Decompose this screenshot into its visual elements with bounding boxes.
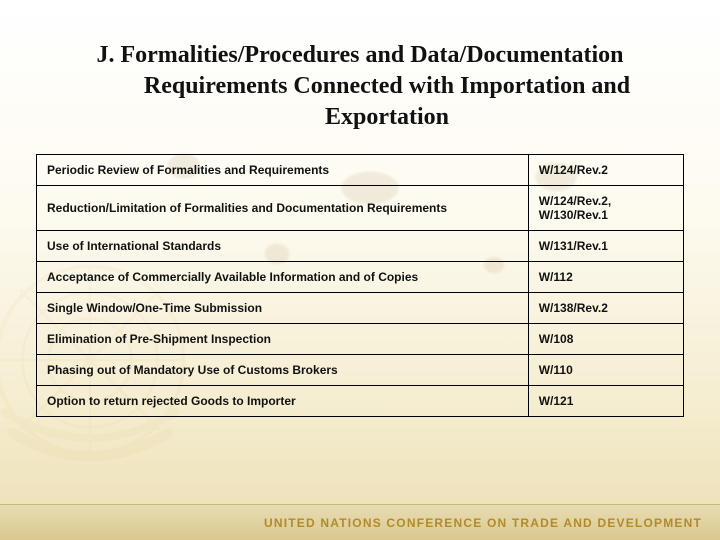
table-row: Use of International Standards W/131/Rev… (37, 230, 684, 261)
table-row: Phasing out of Mandatory Use of Customs … (37, 354, 684, 385)
cell-ref: W/108 (528, 323, 683, 354)
table-row: Reduction/Limitation of Formalities and … (37, 185, 684, 230)
footer-text: UNITED NATIONS CONFERENCE ON TRADE AND D… (264, 516, 702, 530)
cell-desc: Elimination of Pre-Shipment Inspection (37, 323, 529, 354)
cell-desc: Periodic Review of Formalities and Requi… (37, 154, 529, 185)
cell-ref: W/131/Rev.1 (528, 230, 683, 261)
table-row: Elimination of Pre-Shipment Inspection W… (37, 323, 684, 354)
cell-ref: W/124/Rev.2, W/130/Rev.1 (528, 185, 683, 230)
cell-ref: W/124/Rev.2 (528, 154, 683, 185)
table-row: Single Window/One-Time Submission W/138/… (37, 292, 684, 323)
footer-bar: UNITED NATIONS CONFERENCE ON TRADE AND D… (0, 504, 720, 540)
cell-ref: W/138/Rev.2 (528, 292, 683, 323)
cell-ref: W/121 (528, 385, 683, 416)
cell-ref: W/112 (528, 261, 683, 292)
cell-desc: Use of International Standards (37, 230, 529, 261)
cell-desc: Reduction/Limitation of Formalities and … (37, 185, 529, 230)
cell-desc: Single Window/One-Time Submission (37, 292, 529, 323)
cell-desc: Phasing out of Mandatory Use of Customs … (37, 354, 529, 385)
cell-ref: W/110 (528, 354, 683, 385)
table-row: Periodic Review of Formalities and Requi… (37, 154, 684, 185)
table-row: Acceptance of Commercially Available Inf… (37, 261, 684, 292)
formalities-table: Periodic Review of Formalities and Requi… (36, 154, 684, 417)
cell-desc: Option to return rejected Goods to Impor… (37, 385, 529, 416)
slide-content: J. Formalities/Procedures and Data/Docum… (0, 0, 720, 540)
table-row: Option to return rejected Goods to Impor… (37, 385, 684, 416)
page-title: J. Formalities/Procedures and Data/Docum… (50, 40, 670, 134)
cell-desc: Acceptance of Commercially Available Inf… (37, 261, 529, 292)
